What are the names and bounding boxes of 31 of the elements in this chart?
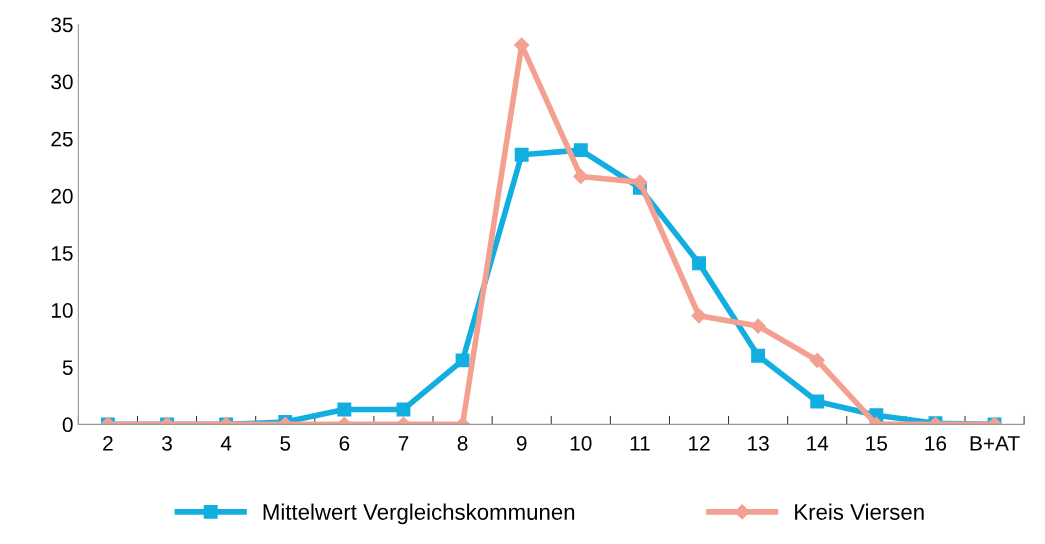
x-tick-label: 13 xyxy=(748,435,769,451)
x-tick-label: 2 xyxy=(103,435,113,451)
y-tick-label: 20 xyxy=(51,188,73,204)
y-tick-label: 30 xyxy=(51,74,73,90)
y-tick-label: 10 xyxy=(51,303,73,318)
y-tick-label: 15 xyxy=(51,246,73,261)
y-tick-label: 25 xyxy=(51,131,73,147)
x-tick-label: 3 xyxy=(162,435,172,451)
y-tick-label: 35 xyxy=(51,17,73,33)
x-tick-label: 15 xyxy=(866,436,888,451)
x-tick-label: 11 xyxy=(630,436,650,451)
x-tick-label: 8 xyxy=(457,435,468,451)
x-tick-label: 10 xyxy=(570,435,592,451)
point xyxy=(632,174,648,190)
y-tick-label: 0 xyxy=(62,417,73,433)
x-tick-label: 16 xyxy=(925,435,947,451)
x-tick-label: 4 xyxy=(220,436,232,451)
x-tick-label: 14 xyxy=(807,436,829,451)
point xyxy=(514,147,529,162)
x-tick-label: 7 xyxy=(398,436,409,451)
x-tick-label: 9 xyxy=(516,435,527,451)
x-tick-label: 12 xyxy=(689,435,710,451)
legend-label: Mittelwert Vergleichskommunen xyxy=(263,503,575,525)
point xyxy=(692,256,706,271)
point xyxy=(573,168,589,184)
legend-label: Kreis Viersen xyxy=(795,503,924,520)
x-tick-label: 6 xyxy=(339,435,350,451)
x-tick-label: B+AT xyxy=(970,436,1020,451)
point xyxy=(573,143,588,158)
x-tick-label: 5 xyxy=(280,436,291,451)
y-tick-label: 5 xyxy=(62,360,73,375)
